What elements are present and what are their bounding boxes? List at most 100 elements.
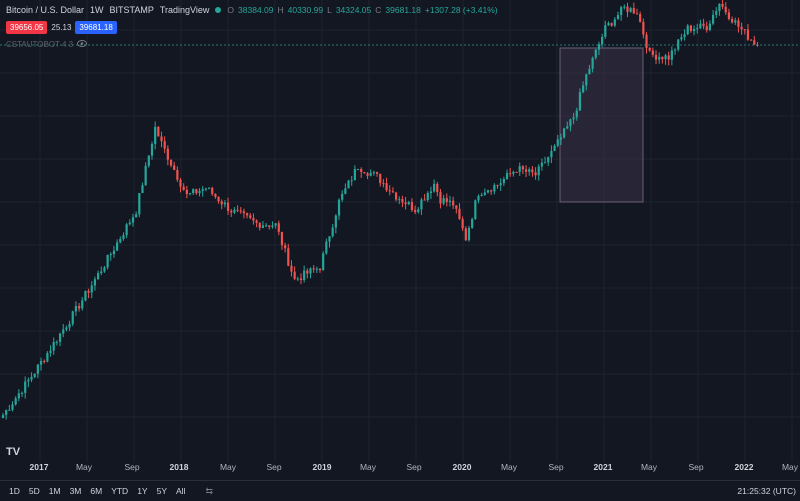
candle-body xyxy=(169,159,173,166)
candle-body xyxy=(49,350,52,353)
candle-body xyxy=(452,200,455,206)
candle-body xyxy=(629,8,632,12)
candle-body xyxy=(43,361,46,363)
candle-body xyxy=(106,254,109,268)
candle-body xyxy=(556,139,559,146)
candle-body xyxy=(705,26,708,31)
candle-body xyxy=(575,110,578,118)
candle-body xyxy=(52,341,55,351)
candle-body xyxy=(524,169,528,172)
range-5y-button[interactable]: 5Y xyxy=(156,486,167,496)
candle-body xyxy=(734,20,737,23)
candle-body xyxy=(680,37,683,40)
candle-body xyxy=(14,398,17,405)
candle-body xyxy=(547,157,550,163)
candle-body xyxy=(55,341,58,343)
range-1y-button[interactable]: 1Y xyxy=(137,486,148,496)
candle-body xyxy=(71,311,74,324)
candle-body xyxy=(651,50,654,55)
candle-body xyxy=(201,189,204,191)
range-6m-button[interactable]: 6M xyxy=(90,486,103,496)
time-axis[interactable]: 2017 May Sep 2018 May Sep 2019 May Sep 2020 May Sep… xyxy=(0,462,800,478)
candle-body xyxy=(20,392,24,394)
candle-body xyxy=(90,285,93,293)
candle-body xyxy=(642,21,645,35)
candle-body xyxy=(746,29,750,40)
candle-body xyxy=(426,193,429,201)
range-3m-button[interactable]: 3M xyxy=(69,486,82,496)
range-1m-button[interactable]: 1M xyxy=(48,486,61,496)
candle-body xyxy=(182,186,185,190)
candle-body xyxy=(112,250,116,255)
candle-body xyxy=(220,201,223,205)
candle-body xyxy=(337,199,341,216)
x-axis-label: 2020 xyxy=(452,462,472,472)
market-status-icon xyxy=(215,7,222,13)
candle-body xyxy=(277,223,280,232)
candle-body xyxy=(597,44,601,50)
candle-body xyxy=(588,68,591,75)
calendar-icon[interactable]: ⇆ xyxy=(205,485,213,496)
candle-body xyxy=(382,183,385,185)
candle-body xyxy=(658,56,661,60)
candle-body xyxy=(727,12,731,19)
candle-body xyxy=(531,169,534,173)
candle-body xyxy=(502,179,505,184)
tradingview-logo-icon[interactable]: TV xyxy=(6,446,21,458)
candle-body xyxy=(315,268,318,270)
candle-body xyxy=(410,202,414,211)
candle-body xyxy=(461,219,464,229)
candle-body xyxy=(683,34,686,38)
x-axis-label: May xyxy=(640,462,658,472)
candle-body xyxy=(299,278,303,281)
candle-body xyxy=(207,187,211,189)
price-chart[interactable] xyxy=(0,0,800,462)
candle-body xyxy=(553,145,556,151)
candle-body xyxy=(569,119,572,127)
candle-body xyxy=(543,162,547,164)
candle-body xyxy=(518,166,521,173)
candle-body xyxy=(125,224,128,236)
interval-label[interactable]: 1W xyxy=(90,5,104,15)
candle-body xyxy=(303,270,306,281)
indicator-label[interactable]: CSTAUTOBOT 4 3 xyxy=(6,40,74,49)
candle-body xyxy=(163,141,166,149)
range-5d-button[interactable]: 5D xyxy=(28,486,40,496)
candle-body xyxy=(391,191,395,193)
candle-body xyxy=(103,267,106,272)
candle-body xyxy=(648,48,651,51)
candle-body xyxy=(223,202,226,205)
candle-body xyxy=(477,195,480,201)
candle-body xyxy=(87,290,90,293)
candle-body xyxy=(528,169,531,172)
candle-body xyxy=(439,192,442,204)
candle-body xyxy=(572,117,575,120)
candle-body xyxy=(8,409,11,411)
range-1d-button[interactable]: 1D xyxy=(9,486,20,496)
eye-icon[interactable] xyxy=(77,40,88,49)
x-axis-label: 2018 xyxy=(169,462,189,472)
x-axis-label: May xyxy=(781,462,799,472)
buy-button[interactable]: 39681.18 xyxy=(75,21,117,34)
range-all-button[interactable]: All xyxy=(176,486,186,496)
candle-body xyxy=(433,183,436,192)
x-axis-label: May xyxy=(359,462,377,472)
candle-body xyxy=(328,236,331,242)
candle-body xyxy=(360,169,363,172)
clock: 21:25:32 (UTC) xyxy=(737,486,796,496)
candle-body xyxy=(109,254,112,256)
candle-body xyxy=(537,166,540,176)
sell-button[interactable]: 39656.05 xyxy=(6,21,48,34)
candle-body xyxy=(128,222,131,225)
symbol-title[interactable]: Bitcoin / U.S. Dollar xyxy=(6,5,85,15)
candle-body xyxy=(255,220,258,223)
candle-body xyxy=(711,14,715,24)
candle-body xyxy=(97,273,100,280)
candle-body xyxy=(249,215,252,218)
candle-body xyxy=(192,189,195,194)
candle-body xyxy=(198,190,201,194)
candle-body xyxy=(670,50,673,60)
candle-body xyxy=(24,381,27,393)
candle-body xyxy=(677,39,680,50)
range-ytd-button[interactable]: YTD xyxy=(111,486,129,496)
